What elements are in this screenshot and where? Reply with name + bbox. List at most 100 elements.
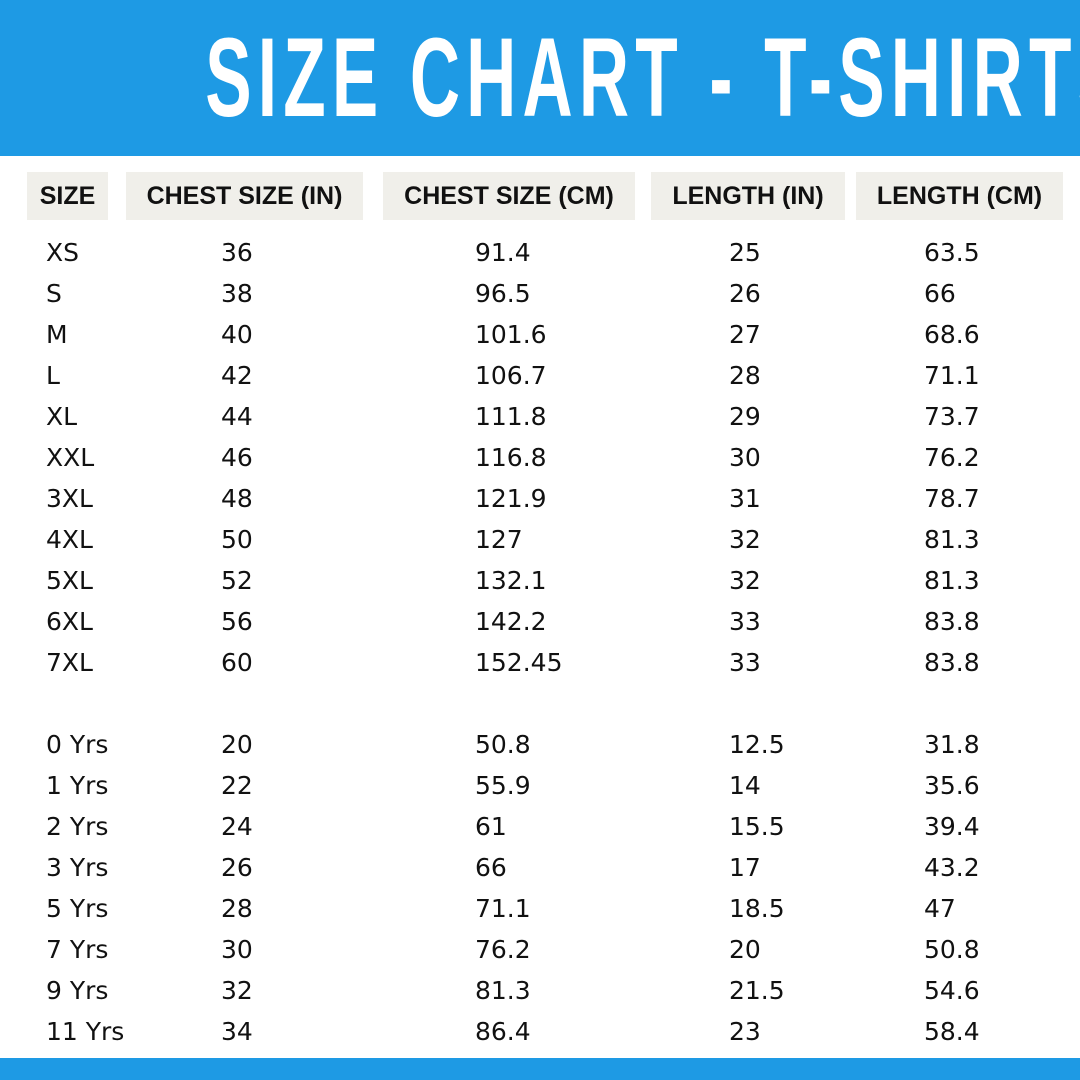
- cell-chest-cm: 71.1: [475, 894, 531, 923]
- cell-length-cm: 83.8: [924, 607, 980, 636]
- cell-length-in: 29: [729, 402, 761, 431]
- cell-length-in: 25: [729, 238, 761, 267]
- cell-length-cm: 66: [924, 279, 956, 308]
- cell-length-in: 23: [729, 1017, 761, 1046]
- cell-size: M: [46, 320, 68, 349]
- cell-length-cm: 68.6: [924, 320, 980, 349]
- column-header-chest-cm: CHEST SIZE (CM): [383, 172, 635, 220]
- cell-length-in: 33: [729, 607, 761, 636]
- cell-length-in: 33: [729, 648, 761, 677]
- cell-chest-cm: 111.8: [475, 402, 547, 431]
- cell-chest-in: 48: [221, 484, 253, 513]
- cell-chest-in: 30: [221, 935, 253, 964]
- cell-size: XS: [46, 238, 79, 267]
- cell-chest-cm: 91.4: [475, 238, 531, 267]
- cell-length-in: 21.5: [729, 976, 785, 1005]
- cell-chest-in: 60: [221, 648, 253, 677]
- cell-length-in: 27: [729, 320, 761, 349]
- cell-chest-cm: 81.3: [475, 976, 531, 1005]
- cell-length-cm: 47: [924, 894, 956, 923]
- cell-chest-in: 42: [221, 361, 253, 390]
- cell-length-cm: 81.3: [924, 525, 980, 554]
- cell-length-cm: 78.7: [924, 484, 980, 513]
- cell-chest-cm: 152.45: [475, 648, 563, 677]
- cell-chest-in: 34: [221, 1017, 253, 1046]
- cell-size: 11 Yrs: [46, 1017, 125, 1046]
- page-title: SIZE CHART - T-SHIRTS: [205, 15, 1080, 140]
- cell-length-cm: 43.2: [924, 853, 980, 882]
- cell-size: 2 Yrs: [46, 812, 109, 841]
- cell-length-cm: 71.1: [924, 361, 980, 390]
- cell-length-cm: 83.8: [924, 648, 980, 677]
- cell-length-cm: 50.8: [924, 935, 980, 964]
- cell-size: 7XL: [46, 648, 93, 677]
- cell-length-in: 15.5: [729, 812, 785, 841]
- cell-size: XXL: [46, 443, 95, 472]
- cell-length-in: 31: [729, 484, 761, 513]
- cell-size: 3XL: [46, 484, 93, 513]
- cell-chest-in: 52: [221, 566, 253, 595]
- cell-length-in: 18.5: [729, 894, 785, 923]
- cell-length-cm: 58.4: [924, 1017, 980, 1046]
- cell-chest-cm: 50.8: [475, 730, 531, 759]
- cell-size: L: [46, 361, 60, 390]
- cell-chest-in: 24: [221, 812, 253, 841]
- cell-chest-cm: 96.5: [475, 279, 531, 308]
- cell-chest-cm: 132.1: [475, 566, 547, 595]
- cell-chest-in: 32: [221, 976, 253, 1005]
- cell-length-cm: 54.6: [924, 976, 980, 1005]
- cell-size: 9 Yrs: [46, 976, 109, 1005]
- cell-chest-cm: 55.9: [475, 771, 531, 800]
- cell-size: 0 Yrs: [46, 730, 109, 759]
- cell-chest-cm: 66: [475, 853, 507, 882]
- cell-length-cm: 81.3: [924, 566, 980, 595]
- column-header-length-in: LENGTH (IN): [651, 172, 845, 220]
- cell-length-in: 14: [729, 771, 761, 800]
- cell-size: 1 Yrs: [46, 771, 109, 800]
- cell-size: 5XL: [46, 566, 93, 595]
- cell-chest-cm: 76.2: [475, 935, 531, 964]
- cell-length-in: 12.5: [729, 730, 785, 759]
- cell-length-in: 20: [729, 935, 761, 964]
- cell-size: 6XL: [46, 607, 93, 636]
- cell-chest-in: 28: [221, 894, 253, 923]
- cell-chest-cm: 116.8: [475, 443, 547, 472]
- cell-chest-in: 36: [221, 238, 253, 267]
- column-header-chest-in: CHEST SIZE (IN): [126, 172, 363, 220]
- cell-length-cm: 63.5: [924, 238, 980, 267]
- cell-size: 3 Yrs: [46, 853, 109, 882]
- cell-chest-cm: 86.4: [475, 1017, 531, 1046]
- title-banner: SIZE CHART - T-SHIRTS: [0, 0, 1080, 156]
- cell-length-cm: 73.7: [924, 402, 980, 431]
- cell-length-in: 17: [729, 853, 761, 882]
- cell-length-in: 28: [729, 361, 761, 390]
- cell-chest-cm: 106.7: [475, 361, 547, 390]
- cell-chest-cm: 142.2: [475, 607, 547, 636]
- cell-chest-in: 26: [221, 853, 253, 882]
- cell-chest-cm: 61: [475, 812, 507, 841]
- cell-size: XL: [46, 402, 78, 431]
- cell-chest-cm: 127: [475, 525, 523, 554]
- footer-bar: [0, 1058, 1080, 1080]
- cell-chest-in: 40: [221, 320, 253, 349]
- cell-length-in: 30: [729, 443, 761, 472]
- cell-size: 7 Yrs: [46, 935, 109, 964]
- column-header-size: SIZE: [27, 172, 108, 220]
- cell-chest-cm: 101.6: [475, 320, 547, 349]
- cell-length-cm: 31.8: [924, 730, 980, 759]
- cell-length-cm: 39.4: [924, 812, 980, 841]
- cell-chest-in: 50: [221, 525, 253, 554]
- cell-chest-cm: 121.9: [475, 484, 547, 513]
- cell-length-cm: 76.2: [924, 443, 980, 472]
- cell-size: S: [46, 279, 62, 308]
- cell-chest-in: 44: [221, 402, 253, 431]
- column-header-length-cm: LENGTH (CM): [856, 172, 1063, 220]
- cell-chest-in: 22: [221, 771, 253, 800]
- cell-chest-in: 56: [221, 607, 253, 636]
- cell-chest-in: 38: [221, 279, 253, 308]
- cell-length-in: 32: [729, 525, 761, 554]
- cell-size: 4XL: [46, 525, 93, 554]
- cell-length-in: 32: [729, 566, 761, 595]
- cell-size: 5 Yrs: [46, 894, 109, 923]
- cell-chest-in: 46: [221, 443, 253, 472]
